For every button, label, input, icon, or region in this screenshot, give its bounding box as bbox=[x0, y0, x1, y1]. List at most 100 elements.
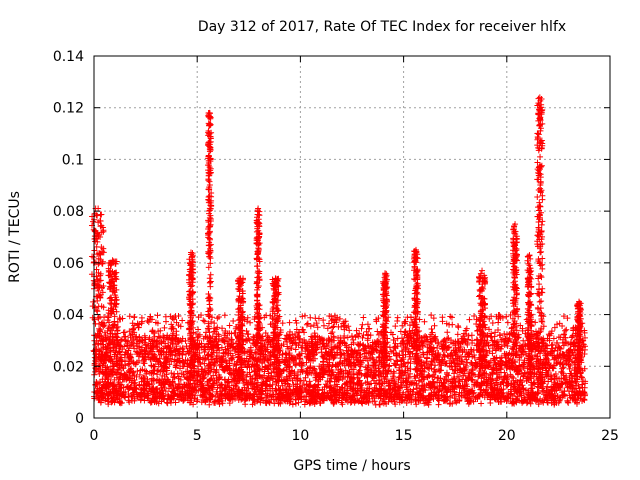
data-point bbox=[359, 334, 366, 341]
data-point bbox=[264, 392, 271, 399]
data-point bbox=[228, 379, 235, 386]
data-point bbox=[194, 372, 201, 379]
data-point bbox=[503, 374, 510, 381]
data-point bbox=[346, 327, 353, 334]
data-point bbox=[562, 334, 569, 341]
data-point bbox=[431, 322, 438, 329]
data-point bbox=[228, 355, 235, 362]
data-point bbox=[397, 328, 404, 335]
data-point bbox=[194, 396, 201, 403]
data-point bbox=[422, 333, 429, 340]
data-point bbox=[176, 380, 183, 387]
data-point bbox=[404, 359, 411, 366]
data-point bbox=[451, 388, 458, 395]
data-point bbox=[280, 368, 287, 375]
data-point bbox=[404, 386, 411, 393]
data-point bbox=[175, 375, 182, 382]
data-point bbox=[428, 358, 435, 365]
data-point bbox=[109, 380, 116, 387]
data-point bbox=[201, 360, 208, 367]
data-point bbox=[268, 394, 275, 401]
data-point bbox=[117, 373, 124, 380]
data-point bbox=[426, 342, 433, 349]
data-point bbox=[548, 374, 555, 381]
data-point bbox=[242, 401, 249, 408]
data-point bbox=[464, 359, 471, 366]
data-point bbox=[520, 385, 527, 392]
data-point bbox=[426, 372, 433, 379]
data-point bbox=[487, 399, 494, 406]
data-point bbox=[266, 398, 273, 405]
data-point bbox=[369, 374, 376, 381]
data-point bbox=[343, 344, 350, 351]
data-point bbox=[454, 331, 461, 338]
data-point bbox=[266, 361, 273, 368]
data-point bbox=[363, 398, 370, 405]
data-point bbox=[387, 348, 394, 355]
data-point bbox=[555, 343, 562, 350]
data-point bbox=[357, 382, 364, 389]
data-point bbox=[230, 318, 237, 325]
data-point bbox=[138, 337, 145, 344]
data-point bbox=[218, 381, 225, 388]
data-point bbox=[386, 394, 393, 401]
data-point bbox=[376, 381, 383, 388]
data-point bbox=[200, 317, 207, 324]
data-point bbox=[364, 321, 371, 328]
data-point bbox=[428, 312, 435, 319]
data-point bbox=[269, 391, 276, 398]
data-point bbox=[376, 368, 383, 375]
data-point bbox=[517, 377, 524, 384]
data-point bbox=[566, 365, 573, 372]
data-point bbox=[104, 392, 111, 399]
data-point bbox=[202, 355, 209, 362]
data-point bbox=[306, 378, 313, 385]
data-point bbox=[228, 336, 235, 343]
data-point bbox=[91, 354, 98, 361]
data-point bbox=[337, 366, 344, 373]
data-point bbox=[418, 362, 425, 369]
data-point bbox=[385, 380, 392, 387]
data-point bbox=[451, 370, 458, 377]
data-point bbox=[376, 401, 383, 408]
data-point bbox=[447, 394, 454, 401]
data-point bbox=[566, 380, 573, 387]
data-point bbox=[387, 356, 394, 363]
data-point bbox=[364, 357, 371, 364]
data-point bbox=[343, 394, 350, 401]
data-point bbox=[301, 385, 308, 392]
data-point bbox=[435, 401, 442, 408]
data-point bbox=[143, 371, 150, 378]
data-point bbox=[241, 384, 248, 391]
data-point bbox=[489, 320, 496, 327]
data-point bbox=[444, 329, 451, 336]
data-point bbox=[298, 344, 305, 351]
data-point bbox=[500, 386, 507, 393]
data-point bbox=[315, 381, 322, 388]
data-point bbox=[501, 396, 508, 403]
data-point bbox=[487, 357, 494, 364]
data-point bbox=[116, 374, 123, 381]
data-point bbox=[312, 315, 319, 322]
data-point bbox=[249, 376, 256, 383]
data-point bbox=[329, 329, 336, 336]
data-point bbox=[395, 374, 402, 381]
data-point bbox=[503, 364, 510, 371]
data-point bbox=[268, 356, 275, 363]
data-point bbox=[151, 399, 158, 406]
data-point bbox=[392, 323, 399, 330]
data-point bbox=[373, 380, 380, 387]
data-point bbox=[252, 375, 259, 382]
data-point bbox=[298, 395, 305, 402]
data-point bbox=[127, 366, 134, 373]
data-point bbox=[125, 361, 132, 368]
data-point bbox=[262, 397, 269, 404]
data-point bbox=[204, 385, 211, 392]
data-point bbox=[298, 388, 305, 395]
data-point bbox=[139, 366, 146, 373]
data-point bbox=[112, 387, 119, 394]
data-point bbox=[569, 333, 576, 340]
data-point bbox=[280, 341, 287, 348]
data-point bbox=[118, 370, 125, 377]
data-point bbox=[243, 373, 250, 380]
